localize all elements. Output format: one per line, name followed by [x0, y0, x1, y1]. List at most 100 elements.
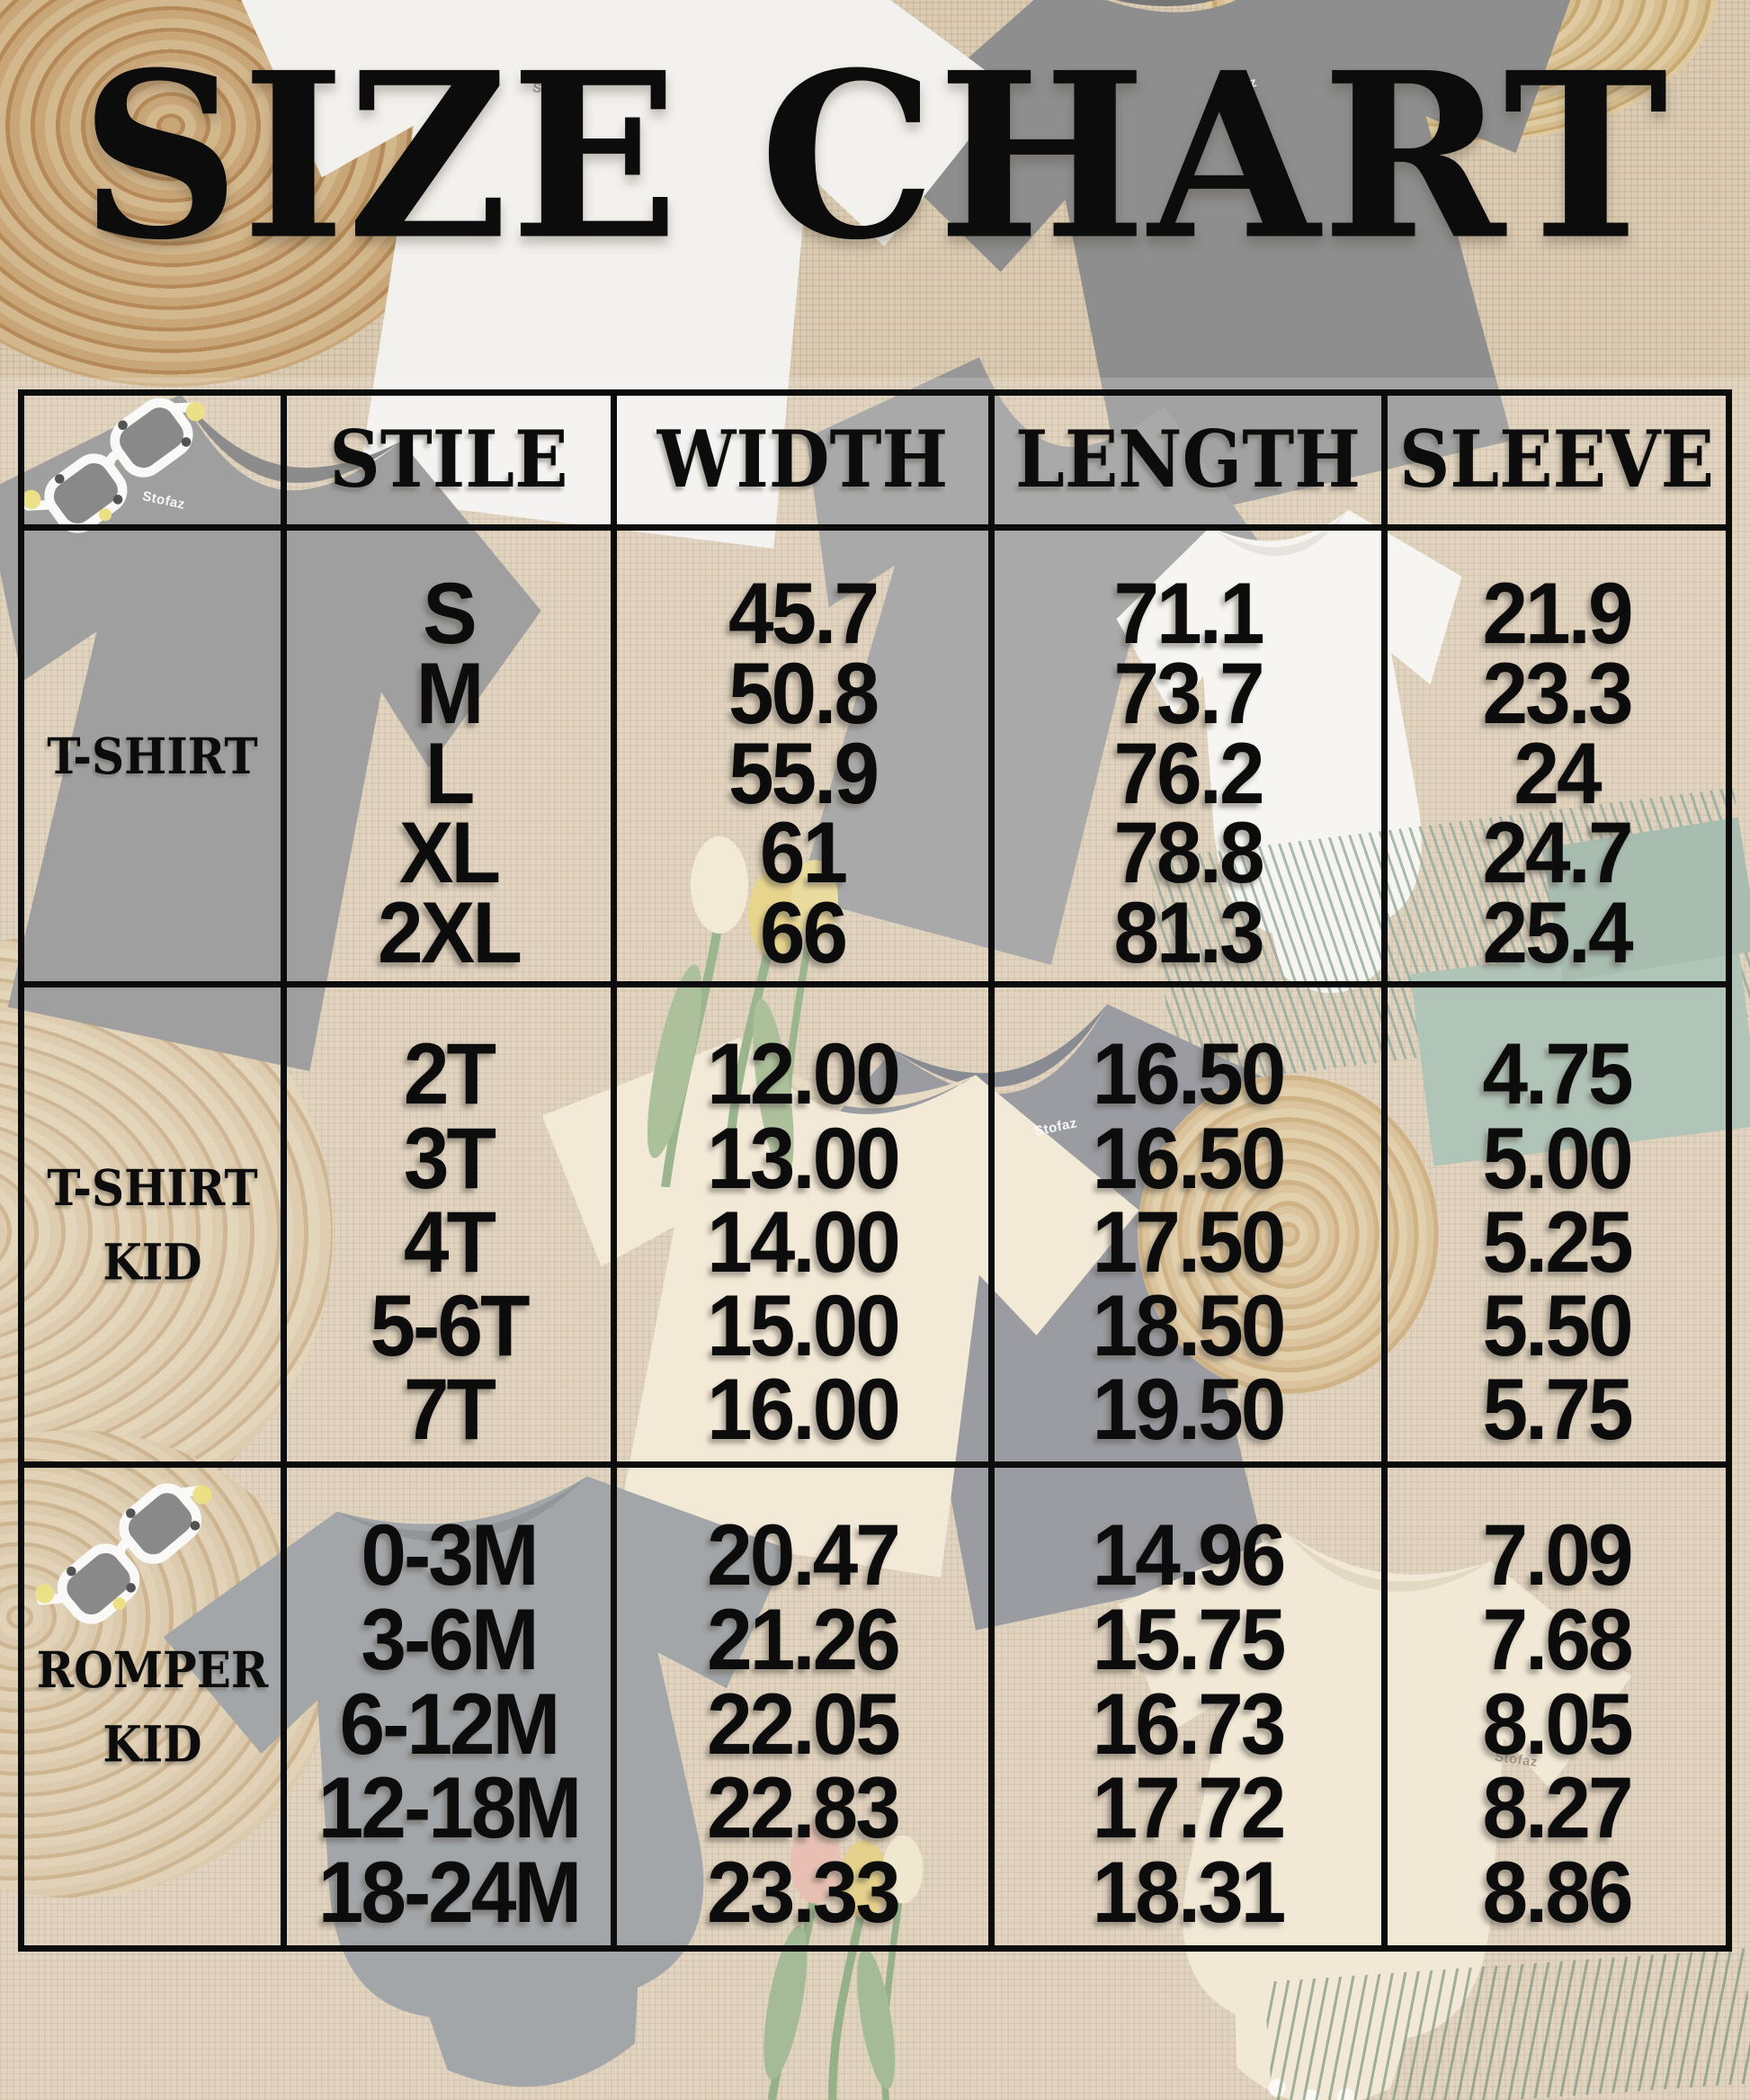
length-value: 17.72 — [1092, 1760, 1287, 1857]
sleeve-value: 8.27 — [1482, 1760, 1633, 1857]
size-value: 6-12M — [339, 1676, 561, 1773]
length-value: 15.75 — [1092, 1591, 1287, 1688]
tulips-bottom — [763, 1822, 924, 2100]
tshirt-kid-sleeve-column: 4.75 5.00 5.25 5.50 5.75 — [1388, 987, 1726, 1468]
sleeve-value: 4.75 — [1482, 1026, 1633, 1123]
column-header-length-label: LENGTH — [1015, 414, 1361, 506]
sleeve-value: 5.25 — [1482, 1193, 1633, 1291]
group-label-line1: T-SHIRT — [47, 1157, 258, 1217]
tshirt-style-column: S M L XL 2XL — [287, 531, 617, 987]
column-header-sleeve-label: SLEEVE — [1398, 414, 1715, 506]
length-value: 18.50 — [1092, 1277, 1287, 1374]
width-value: 23.33 — [707, 1845, 901, 1942]
dark-tshirt-photo-center — [798, 357, 1274, 965]
width-value: 45.7 — [728, 566, 879, 663]
sleeve-value: 8.86 — [1482, 1845, 1633, 1942]
width-value: 66 — [759, 885, 848, 982]
width-value: 22.83 — [707, 1760, 901, 1857]
tshirt-length-column: 71.1 73.7 76.2 78.8 81.3 — [995, 531, 1388, 987]
length-value: 73.7 — [1113, 645, 1264, 742]
column-header-style-label: STILE — [329, 414, 568, 506]
width-value: 55.9 — [728, 725, 879, 822]
column-header-sleeve: SLEEVE — [1388, 396, 1726, 531]
size-value: 2T — [403, 1026, 496, 1123]
size-table: STILE WIDTH LENGTH SLEEVE T-SHIRT S M L … — [18, 389, 1732, 1952]
tshirt-kid-length-column: 16.50 16.50 17.50 18.50 19.50 — [995, 987, 1388, 1468]
width-value: 22.05 — [707, 1676, 901, 1773]
group-label-line2: KID — [103, 1232, 202, 1291]
tulips-center — [647, 836, 838, 1187]
size-value: M — [415, 645, 485, 742]
romper-kid-sleeve-column: 7.09 7.68 8.05 8.27 8.86 — [1388, 1468, 1726, 1945]
straw-hat-mid-right — [1138, 1075, 1439, 1394]
page-title: SIZE CHART — [80, 22, 1670, 291]
group-label-line1: T-SHIRT — [47, 727, 258, 785]
white-fade-overlay — [0, 378, 1750, 2100]
size-value: 18-24M — [317, 1845, 583, 1942]
size-value: 3-6M — [361, 1591, 539, 1688]
sleeve-value: 5.50 — [1482, 1277, 1633, 1374]
length-value: 76.2 — [1113, 725, 1264, 822]
tshirt-kid-style-column: 2T 3T 4T 5-6T 7T — [287, 987, 617, 1468]
sunglasses-top-left — [22, 398, 206, 533]
size-value: XL — [398, 805, 501, 902]
black-tshirt-photo-top-right — [870, 0, 1577, 529]
column-header-length: LENGTH — [995, 396, 1388, 531]
sleeve-value: 8.05 — [1482, 1676, 1633, 1773]
width-value: 15.00 — [707, 1277, 901, 1374]
sleeve-value: 7.68 — [1482, 1591, 1633, 1688]
length-value: 16.50 — [1092, 1026, 1287, 1123]
sleeve-value: 7.09 — [1482, 1507, 1633, 1604]
sunglasses-mid-left — [34, 1483, 212, 1624]
group-label-line1: ROMPER — [36, 1640, 269, 1699]
size-value: 3T — [403, 1110, 496, 1207]
romper-kid-style-column: 0-3M 3-6M 6-12M 12-18M 18-24M — [287, 1468, 617, 1945]
column-header-style: STILE — [287, 396, 617, 531]
tshirt-kid-width-column: 12.00 13.00 14.00 15.00 16.00 — [617, 987, 995, 1468]
dark-romper-photo-bottom-left — [163, 1476, 789, 2087]
length-value: 16.50 — [1092, 1110, 1287, 1207]
width-value: 13.00 — [707, 1110, 901, 1207]
group-label-romper-kid: ROMPER KID — [24, 1468, 287, 1945]
romper-kid-width-column: 20.47 21.26 22.05 22.83 23.33 — [617, 1468, 995, 1945]
romper-kid-length-column: 14.96 15.75 16.73 17.72 18.31 — [995, 1468, 1388, 1945]
length-value: 16.73 — [1092, 1676, 1287, 1773]
size-value: 5-6T — [370, 1277, 530, 1374]
size-value: 12-18M — [317, 1760, 583, 1857]
size-value: 4T — [403, 1193, 496, 1291]
sleeve-value: 23.3 — [1482, 645, 1633, 742]
size-value: L — [424, 725, 476, 822]
width-value: 12.00 — [707, 1026, 901, 1123]
length-value: 14.96 — [1092, 1507, 1287, 1604]
width-value: 21.26 — [707, 1591, 901, 1688]
sleeve-value: 21.9 — [1482, 566, 1633, 663]
length-value: 18.31 — [1092, 1845, 1287, 1942]
tshirt-sleeve-column: 21.9 23.3 24 24.7 25.4 — [1388, 531, 1726, 987]
width-value: 14.00 — [707, 1193, 901, 1291]
length-value: 81.3 — [1113, 885, 1264, 982]
width-value: 20.47 — [707, 1507, 901, 1604]
width-value: 16.00 — [707, 1361, 901, 1458]
length-value: 78.8 — [1113, 805, 1264, 902]
corner-cell — [24, 396, 287, 531]
dark-tshirt-photo-left — [0, 394, 541, 1072]
group-label-tshirt: T-SHIRT — [24, 531, 287, 987]
tshirt-width-column: 45.7 50.8 55.9 61 66 — [617, 531, 995, 987]
length-value: 71.1 — [1113, 566, 1264, 663]
length-value: 17.50 — [1092, 1193, 1287, 1291]
sleeve-value: 5.75 — [1482, 1361, 1633, 1458]
sleeve-value: 24 — [1513, 725, 1602, 822]
column-header-width-label: WIDTH — [656, 414, 949, 506]
sleeve-value: 24.7 — [1482, 805, 1633, 902]
white-tshirt-photo-top — [238, 0, 1010, 549]
size-value: 0-3M — [361, 1507, 539, 1604]
length-value: 19.50 — [1092, 1361, 1287, 1458]
group-label-tshirt-kid: T-SHIRT KID — [24, 987, 287, 1468]
size-value: 7T — [403, 1361, 496, 1458]
sleeve-value: 25.4 — [1482, 885, 1633, 982]
width-value: 50.8 — [728, 645, 879, 742]
width-value: 61 — [759, 805, 848, 902]
column-header-width: WIDTH — [617, 396, 995, 531]
sleeve-value: 5.00 — [1482, 1110, 1633, 1207]
